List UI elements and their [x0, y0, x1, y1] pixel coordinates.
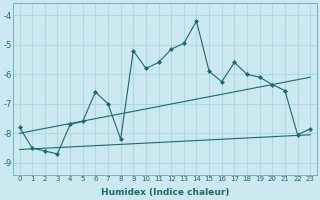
X-axis label: Humidex (Indice chaleur): Humidex (Indice chaleur): [100, 188, 229, 197]
